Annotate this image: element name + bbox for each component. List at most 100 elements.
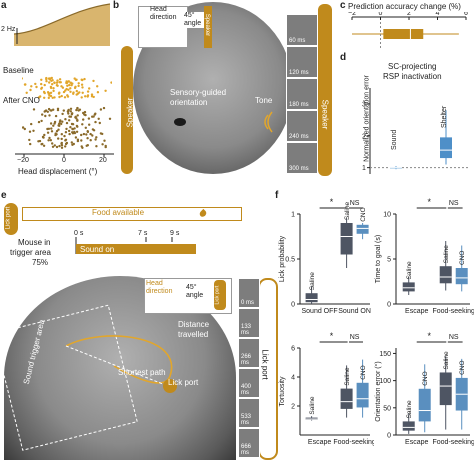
scatter-dot [63, 96, 67, 99]
scatter-dot [69, 90, 72, 93]
mouse-in-2: trigger area [10, 248, 51, 257]
scatter-dot [61, 112, 64, 116]
frame-b-time: 240 ms [289, 134, 309, 140]
f-group-label: Sound OFF [302, 308, 338, 315]
scatter-dot [69, 126, 72, 129]
scatter-dot [48, 114, 51, 117]
scatter-dot [77, 84, 80, 88]
scatter-dot [61, 120, 64, 123]
frame-b-4: 300 ms [286, 142, 318, 174]
scatter-dot [29, 142, 32, 146]
scatter-dot [82, 132, 86, 136]
frame-b-0: 60 ms [286, 14, 318, 46]
f-series-label: CNO [360, 207, 367, 221]
f-ylabel: Lick probability [279, 235, 286, 282]
tone-label: Tone [255, 96, 273, 105]
scatter-dot [59, 81, 62, 84]
tone-waves-icon [264, 111, 273, 133]
scatter-dot [72, 92, 75, 95]
d-cat-sound: Sound [391, 130, 398, 150]
scatter-dot [58, 144, 61, 148]
scatter-dot [84, 126, 87, 129]
f-ns-label: NS [449, 200, 459, 207]
f-group-label: Food-seeking [333, 439, 374, 446]
scatter-dot [34, 82, 37, 86]
scatter-dot [92, 115, 95, 118]
f-series-label: CNO [459, 251, 466, 265]
c-tick-label: 4 [436, 12, 440, 17]
scatter-dot [73, 131, 77, 135]
f-box [418, 388, 431, 422]
scatter-dot [44, 109, 47, 113]
panel-d-letter: d [340, 52, 347, 63]
scatter-dot [81, 123, 84, 126]
scatter-dot [76, 119, 79, 122]
right-speaker-label: Speaker [320, 99, 330, 130]
scatter-dot [71, 132, 75, 135]
f-box [305, 293, 318, 303]
scatter-dot [64, 145, 67, 148]
scatter-dot [53, 120, 57, 124]
scatter-dot [69, 110, 72, 113]
scatter-dot [77, 82, 80, 85]
f-ytick-label: 4 [291, 375, 295, 382]
frame-e-time: 400 ms [241, 384, 252, 396]
scatter-dot [83, 110, 87, 114]
scatter-dot [43, 83, 46, 87]
scatter-dot [83, 113, 86, 116]
scatter-dot [78, 91, 81, 94]
left-speaker-label: Speaker [125, 97, 135, 128]
d-box [440, 137, 452, 159]
e-head-direction-label: Head direction [146, 280, 173, 295]
scatter-dot [80, 139, 83, 142]
f-series-label: CNO [422, 371, 429, 385]
scatter-dot [96, 91, 100, 94]
scatter-dot [99, 132, 103, 135]
scatter-dot [49, 109, 52, 112]
scatter-dot [69, 87, 72, 90]
e-timeline [75, 237, 196, 254]
scatter-dot [74, 115, 77, 118]
scatter-dot [68, 83, 71, 87]
frame-b-time: 300 ms [289, 166, 309, 172]
f-group-label: Food-seeking [433, 308, 474, 315]
scatter-dot [71, 123, 75, 126]
f-series-label: Saline [406, 261, 413, 279]
f-ylabel: Time to goal (s) [375, 235, 382, 283]
scatter-dot [28, 138, 31, 142]
f-ytick-label: 0 [291, 302, 295, 309]
scatter-dot [47, 96, 50, 100]
inset-speaker-bar [204, 6, 212, 48]
f-series-label: Saline [309, 396, 316, 414]
scatter-dot [53, 96, 56, 99]
scatter-dot [86, 130, 89, 133]
f-box [439, 372, 452, 406]
scatter-dot [60, 94, 63, 98]
scatter-dot [80, 133, 83, 137]
scatter-dot [30, 85, 33, 88]
food-available-label: Food available [92, 208, 145, 217]
mouse-b [174, 118, 186, 126]
scatter-dot [63, 134, 66, 138]
scatter-dot [42, 136, 45, 139]
scatter-dot [76, 139, 80, 143]
scatter-dot [88, 87, 91, 90]
f-ytick-label: 100 [379, 378, 391, 385]
scatter-dot [98, 121, 102, 125]
scatter-dot [80, 83, 84, 86]
f-tort-chart: 2 4 6 Tortuosity Saline Saline CNO Escape Food-s… [279, 331, 374, 446]
scatter-dot [76, 106, 79, 110]
scatter-dot [65, 81, 69, 85]
scatter-dot [50, 130, 54, 133]
scatter-dot [45, 80, 48, 83]
scatter-dot [110, 81, 112, 84]
scatter-dot [60, 137, 63, 141]
f-ns-label: NS [350, 200, 360, 207]
scatter-dot [44, 114, 47, 118]
f-box [455, 268, 468, 285]
scatter-dot [76, 114, 79, 117]
a-xtick-neg20: −20 [17, 157, 29, 164]
scatter-dot [47, 92, 50, 95]
frame-e-1: 133 ms [238, 308, 260, 338]
scatter-dot [51, 145, 55, 148]
